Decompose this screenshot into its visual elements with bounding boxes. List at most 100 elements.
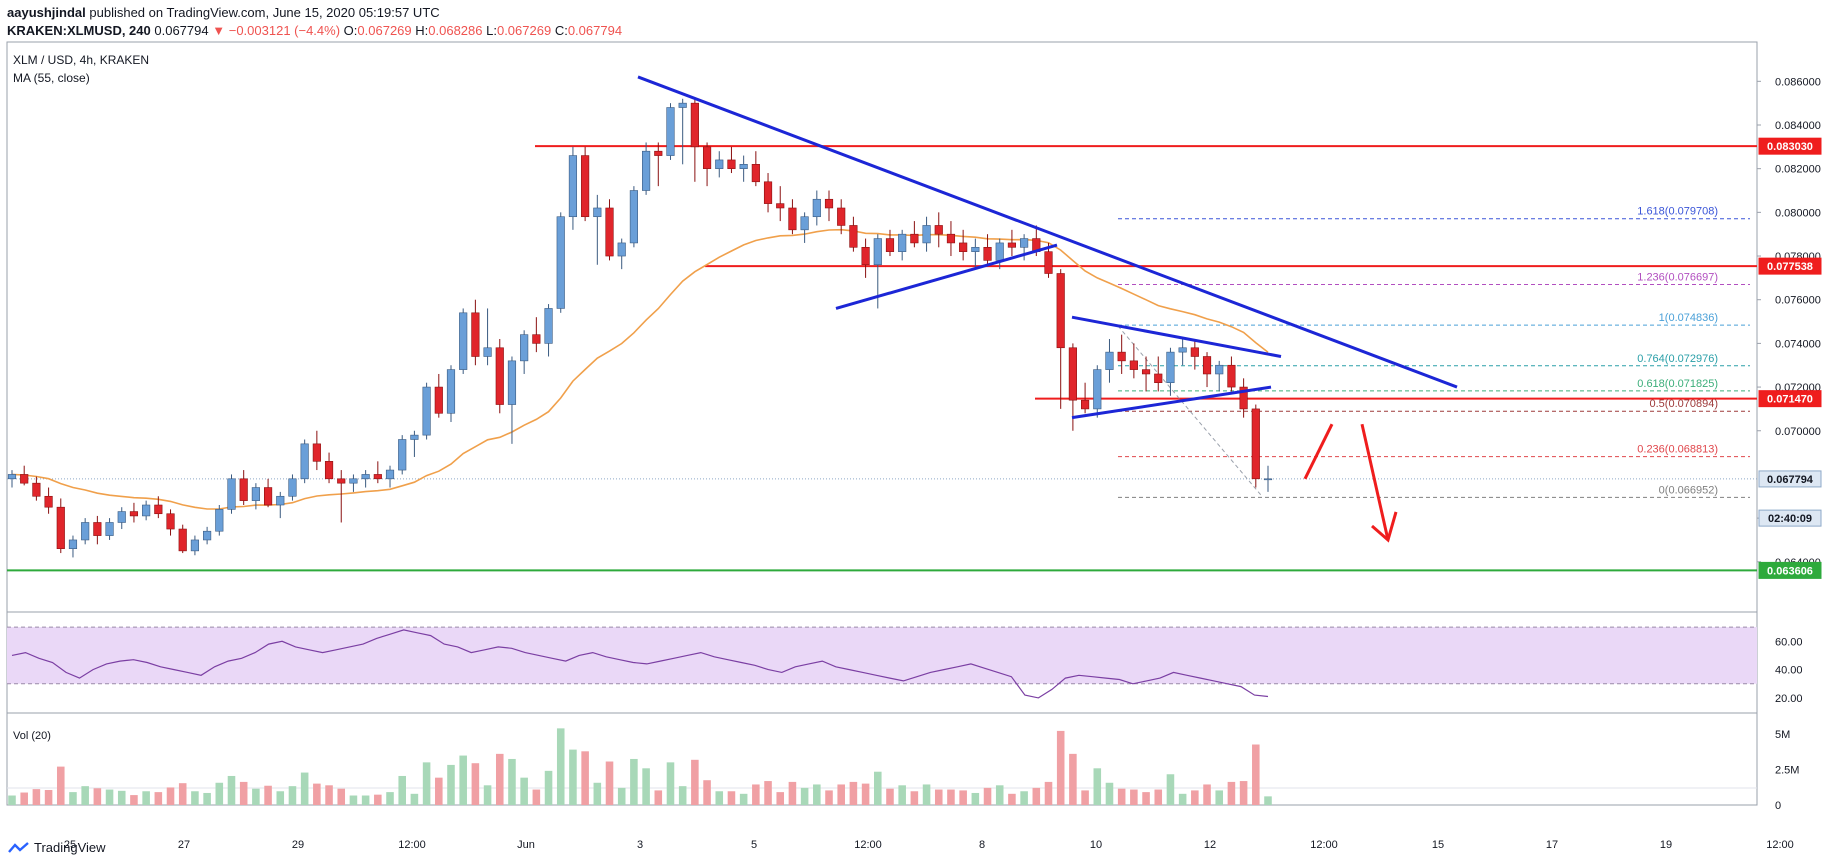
candle-body: [154, 504, 163, 515]
trend-line: [835, 243, 1058, 310]
trend-line: [1071, 315, 1282, 358]
candle-body: [605, 207, 614, 257]
volume-bar: [117, 790, 126, 805]
fib-level-label: 0.236(0.068813): [1637, 444, 1718, 456]
candle-body: [1068, 347, 1077, 401]
high-label: H:: [415, 23, 429, 38]
volume-bar: [995, 785, 1004, 805]
volume-bar: [166, 787, 175, 805]
candle-body: [44, 495, 53, 508]
candle-body: [239, 478, 248, 501]
volume-bar: [886, 788, 894, 805]
candle-body: [1093, 369, 1102, 410]
candle-body: [129, 511, 139, 517]
fib-level-label: 0.764(0.072976): [1637, 353, 1718, 365]
volume-bar: [142, 791, 150, 805]
close-label: C:: [554, 23, 568, 38]
volume-bar: [32, 789, 41, 805]
time-tick-label: 12:00: [1310, 839, 1338, 851]
time-tick-label: 12:00: [398, 839, 426, 851]
candle-body: [520, 334, 529, 362]
candle-body: [142, 504, 151, 517]
volume-bar: [849, 781, 858, 805]
volume-bar: [288, 786, 297, 805]
volume-bar: [337, 788, 346, 805]
candle-body: [68, 539, 78, 549]
candle-body: [995, 242, 1004, 261]
candle-body: [410, 434, 419, 440]
tradingview-logo[interactable]: TradingView: [8, 840, 106, 855]
candle-body: [556, 216, 565, 309]
volume-bar: [898, 785, 906, 805]
volume-bar: [1203, 784, 1211, 805]
moving-average-line: [11, 228, 1269, 510]
candle-body: [959, 242, 968, 252]
candle-body: [568, 155, 578, 218]
volume-bar: [910, 791, 919, 805]
price-label-box: [1758, 390, 1822, 408]
publish-info: published on TradingView.com, June 15, 2…: [89, 5, 440, 20]
author-name[interactable]: aayushjindal: [7, 5, 86, 20]
price-label-box: [1758, 561, 1822, 579]
price-label-text: 0.063606: [1767, 565, 1813, 577]
candle-body: [495, 347, 504, 405]
candle-body: [629, 190, 638, 244]
volume-bar: [313, 783, 321, 805]
candle-body: [446, 369, 456, 414]
volume-bar: [861, 783, 870, 805]
candle-body: [422, 386, 431, 436]
time-tick-label: 19: [1660, 839, 1672, 851]
candle-body: [763, 181, 773, 204]
volume-bar: [922, 784, 931, 805]
candle-body: [93, 522, 102, 536]
volume-bar: [788, 781, 797, 805]
candle-body: [263, 487, 273, 506]
time-tick-label: 12: [1204, 839, 1216, 851]
candle-body: [885, 238, 895, 252]
candle-body: [727, 159, 736, 169]
volume-bar: [215, 782, 224, 805]
candle-body: [642, 150, 651, 191]
volume-bar: [154, 792, 163, 805]
price-label-text: 0.077538: [1767, 261, 1813, 273]
price-tick-label: 0.070000: [1775, 426, 1821, 438]
fib-level-label: 1.236(0.076697): [1637, 271, 1718, 283]
volume-bar: [1264, 796, 1272, 805]
volume-bar: [191, 791, 199, 805]
volume-bar: [825, 790, 833, 805]
fib-level-label: 1(0.074836): [1659, 312, 1718, 324]
fib-trend-line: [1117, 325, 1263, 497]
high-value: 0.068286: [428, 23, 483, 38]
volume-bar: [983, 787, 992, 805]
volume-bar: [508, 758, 516, 805]
rsi-band: [7, 627, 1757, 684]
candle-body: [105, 522, 114, 536]
candle-body: [1044, 251, 1053, 274]
volume-bar: [1227, 781, 1236, 805]
volume-bar: [1215, 790, 1224, 805]
candle-body: [312, 443, 321, 462]
candle-body: [910, 233, 919, 244]
time-tick-label: 3: [637, 839, 643, 851]
volume-bar: [1142, 792, 1150, 805]
candle-body: [861, 246, 870, 266]
volume-bar: [1032, 787, 1041, 805]
volume-bar: [1081, 790, 1089, 805]
volume-bar: [1166, 774, 1175, 805]
volume-bar: [410, 793, 419, 805]
volume-legend: Vol (20): [13, 730, 51, 742]
volume-bar: [361, 795, 370, 805]
candle-body: [946, 233, 956, 244]
volume-bar: [581, 751, 589, 805]
candle-body: [190, 539, 199, 552]
candle-body: [434, 386, 443, 414]
volume-bar: [752, 784, 760, 805]
time-tick-label: 29: [292, 839, 304, 851]
candle-body: [1190, 347, 1199, 357]
open-value: 0.067269: [357, 23, 412, 38]
trend-line: [637, 75, 1458, 389]
rsi-tick-label: 40.00: [1775, 665, 1803, 677]
volume-bar: [459, 755, 467, 805]
candle-body: [983, 246, 992, 261]
